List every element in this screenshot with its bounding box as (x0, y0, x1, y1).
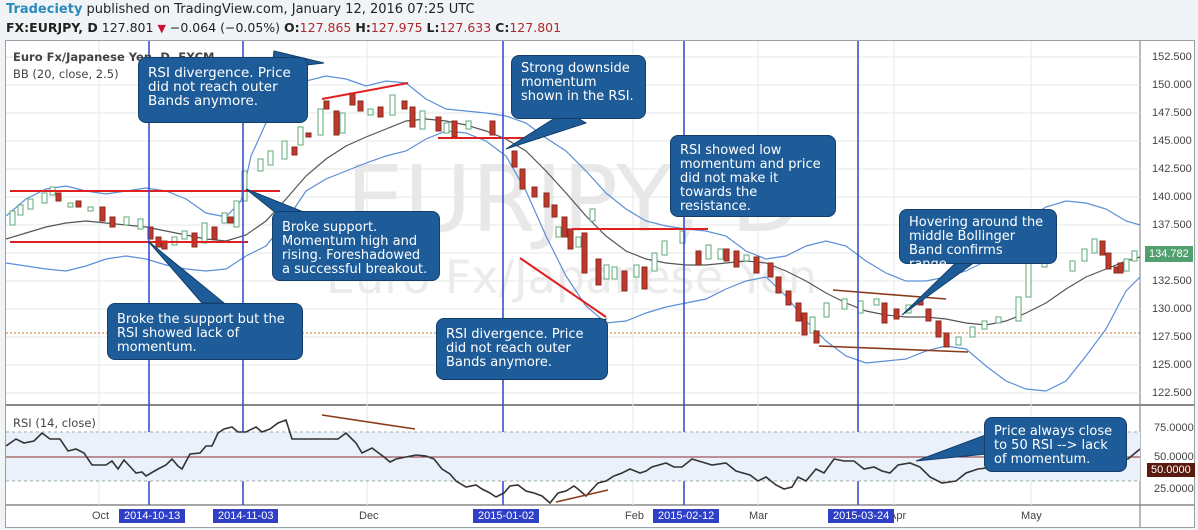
price-tick: 132.500 (1152, 275, 1192, 287)
rsi-tick: 25.0000 (1154, 483, 1194, 495)
rsi-tick: 50.0000 (1154, 451, 1194, 463)
bb-legend: BB (20, close, 2.5) (13, 67, 119, 81)
callout-hovering-middle: Hovering around the middle Bollinger Ban… (899, 209, 1057, 272)
price-tick: 147.500 (1152, 107, 1192, 119)
candles (9, 92, 1138, 348)
callout-rsi-low-momentum: RSI showed low momentum and price did no… (670, 135, 836, 217)
price-change: −0.064 (−0.05%) (169, 20, 281, 35)
close-value: 127.801 (509, 20, 562, 35)
low-label: L: (426, 20, 440, 35)
low-value: 127.633 (439, 20, 492, 35)
ohlc-bar: FX:EURJPY, D 127.801 ▼ −0.064 (−0.05%) O… (6, 20, 561, 35)
price-tick: 127.500 (1152, 331, 1192, 343)
rsi-trend-lines (321, 414, 609, 503)
open-label: O: (284, 20, 300, 35)
date-badge: 2015-01-02 (473, 509, 540, 523)
price-tick: 150.000 (1152, 79, 1192, 91)
month-label: May (1021, 510, 1042, 522)
callout-rsi-divergence-bottom: RSI divergence. Price did not reach oute… (436, 318, 608, 380)
month-label: Feb (625, 510, 644, 522)
symbol-label: FX:EURJPY, D (6, 20, 98, 35)
high-label: H: (355, 20, 371, 35)
high-value: 127.975 (370, 20, 423, 35)
publisher-link[interactable]: Tradeciety (6, 2, 83, 17)
month-label: Oct (92, 510, 110, 522)
callout-strong-downside: Strong downside momentum shown in the RS… (511, 55, 646, 119)
rsi-tick: 75.0000 (1154, 422, 1194, 434)
callout-price-close-50: Price always close to 50 RSI --> lack of… (984, 417, 1127, 472)
open-value: 127.865 (299, 20, 352, 35)
price-tick: 145.000 (1152, 135, 1192, 147)
rsi-value-badge: 50.0000 (1147, 463, 1195, 477)
down-arrow-icon: ▼ (157, 22, 166, 35)
month-label: Dec (359, 510, 379, 522)
price-tick: 125.000 (1152, 359, 1192, 371)
callout-rsi-divergence-top: RSI divergence. Price did not reach oute… (138, 57, 308, 123)
price-tick: 142.500 (1152, 163, 1192, 175)
callout-broke-support-lack: Broke the support but the RSI showed lac… (107, 303, 303, 360)
price-tick: 152.500 (1152, 51, 1192, 63)
current-price-badge: 134.782 (1145, 246, 1193, 262)
rsi-line (6, 418, 1141, 505)
price-tick: 130.000 (1152, 303, 1192, 315)
publish-info: Tradeciety published on TradingView.com,… (6, 2, 475, 17)
date-badge: 2015-03-24 (828, 509, 895, 523)
callout-broke-support-breakout: Broke support. Momentum high and rising.… (272, 211, 440, 281)
month-label: Mar (749, 510, 768, 522)
rsi-legend: RSI (14, close) (13, 416, 96, 430)
published-text: published on TradingView.com, January 12… (82, 2, 475, 17)
chart-frame[interactable]: EURJPY, D Euro Fx/Japanese Yen (5, 40, 1195, 528)
date-badge: 2014-11-03 (213, 509, 279, 523)
price-tick: 140.000 (1152, 191, 1192, 203)
date-badge: 2014-10-13 (119, 509, 186, 523)
price-tick: 122.500 (1152, 387, 1192, 399)
date-badge: 2015-02-12 (653, 509, 720, 523)
price-tick: 137.500 (1152, 219, 1192, 231)
close-label: C: (495, 20, 510, 35)
last-price: 127.801 (101, 20, 154, 35)
